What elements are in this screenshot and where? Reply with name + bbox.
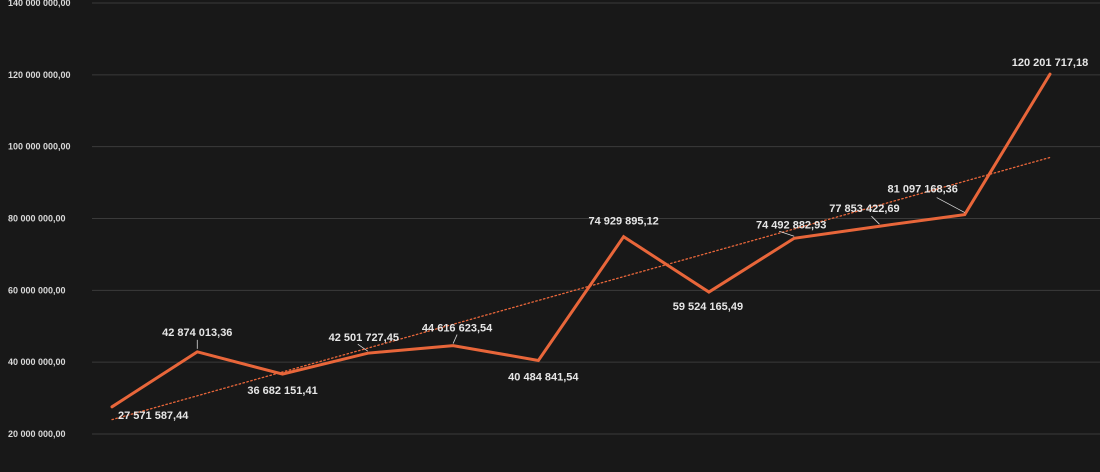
y-tick-label: 140 000 000,00 [8, 0, 71, 8]
y-tick-label: 80 000 000,00 [8, 214, 66, 224]
data-label: 42 874 013,36 [162, 327, 232, 339]
y-tick-label: 20 000 000,00 [8, 429, 66, 439]
data-label: 27 571 587,44 [118, 410, 189, 422]
data-label: 77 853 422,69 [829, 203, 899, 215]
series-line [110, 72, 1052, 409]
y-tick-label: 120 000 000,00 [8, 70, 71, 80]
data-labels: 27 571 587,44 42 874 013,36 36 682 151,41 4… [118, 57, 1088, 422]
data-label: 42 501 727,45 [329, 332, 399, 344]
data-label: 74 929 895,12 [588, 216, 658, 228]
data-label-leader [357, 343, 369, 352]
series-line-layer [110, 72, 1052, 409]
data-label-leader [871, 215, 880, 225]
y-tick-label: 60 000 000,00 [8, 285, 66, 295]
y-tick-label: 100 000 000,00 [8, 142, 71, 152]
trendline-layer [111, 156, 1051, 421]
data-label: 74 492 882,93 [756, 219, 826, 231]
y-tick-label: 40 000 000,00 [8, 357, 66, 367]
data-label: 36 682 151,41 [247, 385, 317, 397]
data-label: 59 524 165,49 [673, 301, 743, 313]
data-label: 81 097 168,36 [888, 184, 958, 196]
data-label: 44 616 623,54 [422, 323, 493, 335]
data-label-leader [779, 230, 795, 237]
data-label-leader [936, 197, 965, 213]
y-axis-tick-labels: 20 000 000,00 40 000 000,00 60 000 000,00 8… [8, 0, 71, 439]
trendline [111, 156, 1051, 421]
gridlines [92, 2, 1100, 435]
data-label-leader [452, 334, 458, 344]
data-label: 40 484 841,54 [508, 371, 579, 383]
data-label: 120 201 717,18 [1012, 57, 1088, 69]
